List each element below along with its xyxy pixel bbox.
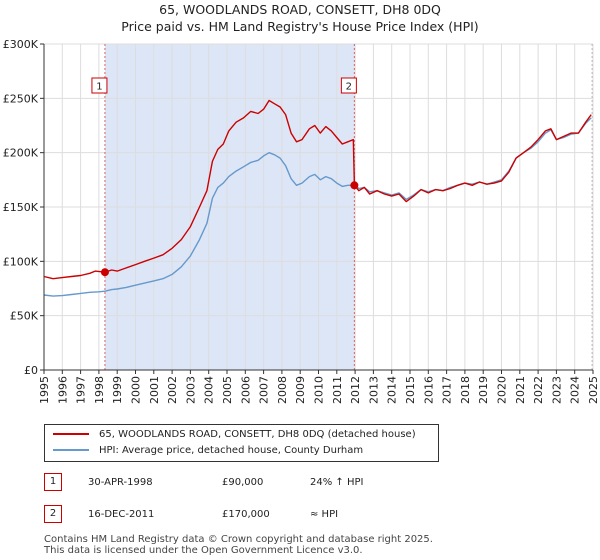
x-tick-label: 2001 (148, 376, 161, 404)
x-tick-label: 2013 (367, 376, 380, 404)
annotation-hpi: 24% ↑ HPI (310, 477, 364, 488)
annotation-marker: 1 (44, 473, 62, 491)
sale-label-box: 2 (340, 77, 357, 94)
legend-label-property: 65, WOODLANDS ROAD, CONSETT, DH8 0DQ (de… (99, 429, 416, 440)
sale-label-text: 1 (96, 82, 102, 93)
x-tick-label: 2015 (404, 376, 417, 404)
y-tick-label: £0 (24, 364, 38, 377)
annotation-row: 2 16-DEC-2011 £170,000 ≈ HPI (0, 505, 600, 525)
x-tick-label: 2010 (313, 376, 326, 404)
sale-point (350, 181, 359, 190)
x-tick-label: 2009 (294, 376, 307, 404)
price-chart: 1 2 £0 £50K £100K £150K £200K £250K £300K 1995 199… (3, 38, 600, 404)
y-tick-label: £150K (3, 201, 39, 214)
property-series-line (43, 99, 592, 280)
x-tick-label: 2007 (258, 376, 271, 404)
annotation-marker: 2 (44, 505, 62, 523)
annotation-price: £170,000 (222, 509, 270, 520)
y-tick-label: £100K (3, 255, 39, 268)
sale-label-frame (91, 77, 108, 94)
chart-title: 65, WOODLANDS ROAD, CONSETT, DH8 0DQ (159, 2, 441, 17)
sale-point (100, 268, 109, 277)
x-tick-label: 2014 (386, 376, 399, 404)
x-tick-label: 1998 (93, 376, 106, 404)
x-tick-label: 2023 (550, 376, 563, 404)
x-tick-label: 1999 (111, 376, 124, 404)
legend-item-hpi: HPI: Average price, detached house, Coun… (53, 444, 363, 458)
annotation-row: 1 30-APR-1998 £90,000 24% ↑ HPI (0, 473, 600, 493)
x-tick-label: 2005 (221, 376, 234, 404)
annotation-price: £90,000 (222, 477, 264, 488)
x-tick-label: 2021 (514, 376, 527, 404)
legend: 65, WOODLANDS ROAD, CONSETT, DH8 0DQ (de… (44, 424, 439, 462)
legend-label-hpi: HPI: Average price, detached house, Coun… (99, 445, 364, 456)
legend-red-swatch (53, 433, 89, 435)
x-tick-label: 2020 (496, 376, 509, 404)
x-tick-label: 1995 (38, 376, 51, 404)
x-tick-label: 2004 (203, 376, 216, 404)
x-tick-label: 2006 (239, 376, 252, 404)
y-tick-label: £250K (3, 92, 39, 105)
x-tick-label: 2000 (130, 376, 143, 404)
x-tick-label: 2025 (587, 376, 600, 404)
x-tick-label: 2011 (331, 376, 344, 404)
annotation-date: 30-APR-1998 (88, 477, 153, 488)
x-tick-label: 2016 (422, 376, 435, 404)
x-tick-label: 2008 (276, 376, 289, 404)
x-tick-label: 1996 (56, 376, 69, 404)
x-tick-label: 2012 (349, 376, 362, 404)
footer-copyright: Contains HM Land Registry data © Crown c… (44, 534, 433, 545)
chart-subtitle: Price paid vs. HM Land Registry's House … (121, 19, 479, 34)
legend-blue-swatch (53, 449, 89, 451)
sale-label-text: 2 (346, 82, 352, 93)
legend-item-property: 65, WOODLANDS ROAD, CONSETT, DH8 0DQ (de… (53, 428, 416, 442)
y-tick-label: £200K (3, 147, 39, 160)
x-tick-label: 2024 (569, 376, 582, 404)
sale-label-frame (340, 77, 357, 94)
y-tick-label: £50K (10, 310, 39, 323)
annotation-hpi: ≈ HPI (310, 509, 339, 520)
x-tick-label: 1997 (75, 376, 88, 404)
y-tick-label: £300K (3, 38, 39, 51)
x-tick-label: 2019 (477, 376, 490, 404)
footer-licence: This data is licensed under the Open Gov… (44, 545, 363, 556)
x-tick-label: 2003 (184, 376, 197, 404)
x-tick-label: 2017 (441, 376, 454, 404)
hpi-series-line (43, 117, 592, 297)
annotation-date: 16-DEC-2011 (88, 509, 155, 520)
x-tick-label: 2018 (459, 376, 472, 404)
x-tick-label: 2022 (532, 376, 545, 404)
sale-label-box: 1 (91, 77, 108, 94)
x-tick-label: 2002 (166, 376, 179, 404)
